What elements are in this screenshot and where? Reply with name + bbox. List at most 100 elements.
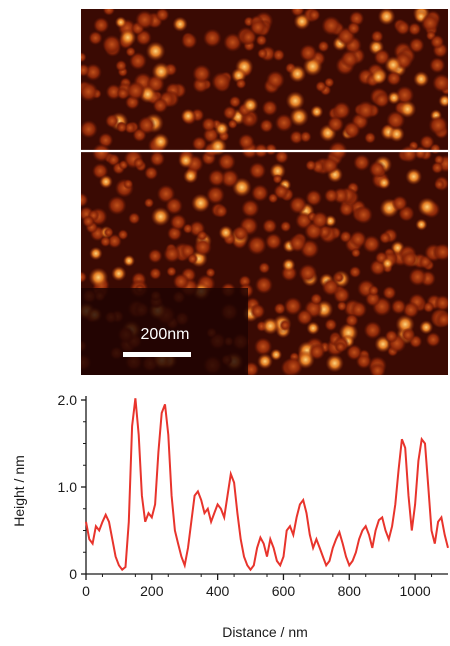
height-profile-chart: 0 1.0 2.0 0 200 400 600 800 1000 Height / nm Di… <box>0 382 450 641</box>
afm-grain <box>340 49 360 69</box>
y-axis-label: Height / nm <box>11 455 27 527</box>
afm-grain <box>413 71 430 88</box>
afm-grain <box>356 100 376 121</box>
afm-grain <box>310 293 323 306</box>
afm-grain <box>144 166 159 181</box>
afm-grain <box>105 113 120 129</box>
afm-grain <box>339 230 353 244</box>
afm-grain <box>257 48 268 59</box>
afm-grain <box>265 70 285 90</box>
afm-grain <box>429 143 441 155</box>
afm-grain <box>324 318 338 332</box>
afm-grain <box>311 211 329 230</box>
afm-grain <box>429 57 446 74</box>
afm-grain <box>81 63 90 77</box>
afm-grain <box>81 81 99 102</box>
afm-grain <box>415 218 428 231</box>
afm-grain <box>155 9 170 22</box>
afm-grain <box>81 192 89 208</box>
afm-grain <box>298 263 318 283</box>
afm-grain <box>270 348 283 361</box>
afm-grain <box>272 48 285 62</box>
afm-grain <box>343 121 361 139</box>
afm-grain <box>350 301 368 319</box>
afm-grain <box>128 212 141 225</box>
afm-grain <box>220 169 240 188</box>
afm-grain <box>102 34 122 55</box>
afm-grain <box>305 189 323 207</box>
afm-grain <box>422 301 435 313</box>
afm-grain <box>114 16 127 29</box>
afm-grain <box>99 174 113 189</box>
afm-grain <box>196 230 208 242</box>
afm-grain <box>370 30 384 43</box>
y-axis: 0 1.0 2.0 <box>58 392 87 582</box>
afm-grain <box>354 205 373 225</box>
afm-grain <box>269 162 286 180</box>
afm-grain <box>107 195 127 216</box>
afm-grain <box>324 188 339 203</box>
afm-grain <box>102 9 116 16</box>
afm-grain <box>214 121 230 137</box>
afm-grain <box>434 294 448 312</box>
afm-grain <box>165 197 183 215</box>
afm-grain <box>81 120 98 139</box>
afm-grain <box>391 195 408 212</box>
afm-grain <box>310 105 324 119</box>
afm-grain <box>289 107 309 127</box>
afm-grain <box>235 78 247 90</box>
afm-grain <box>364 131 376 144</box>
afm-grain <box>123 179 134 190</box>
afm-grain <box>402 301 420 319</box>
x-tick-label: 200 <box>140 583 164 599</box>
afm-grain <box>373 91 390 108</box>
afm-grain <box>201 117 217 133</box>
afm-grain <box>283 296 303 316</box>
afm-grain <box>299 130 312 143</box>
afm-grain <box>81 52 87 63</box>
afm-grain <box>381 257 394 270</box>
afm-grain <box>407 22 422 36</box>
afm-grain <box>191 136 207 152</box>
afm-grain <box>82 215 95 228</box>
afm-grain <box>273 302 286 315</box>
afm-grain <box>272 174 283 184</box>
afm-grain <box>431 161 444 174</box>
afm-grain <box>408 267 427 287</box>
afm-grain <box>238 133 255 151</box>
x-axis-label: Distance / nm <box>222 624 308 640</box>
afm-grain <box>379 231 392 244</box>
y-tick-label: 0 <box>69 566 77 582</box>
afm-grain <box>258 262 271 274</box>
afm-grain <box>417 197 437 217</box>
afm-grain <box>107 233 122 249</box>
afm-grain <box>327 115 344 133</box>
x-axis: 0 200 400 600 800 1000 <box>82 573 448 599</box>
afm-grain <box>384 329 399 344</box>
x-tick-label: 800 <box>338 583 362 599</box>
afm-grain <box>172 16 188 32</box>
afm-grain <box>386 70 402 86</box>
afm-grain <box>214 204 228 218</box>
afm-grain <box>251 184 269 202</box>
afm-grain <box>388 126 405 143</box>
afm-grain <box>369 362 386 375</box>
afm-grain <box>288 195 308 215</box>
afm-grain <box>400 145 418 163</box>
afm-grain <box>255 34 268 47</box>
afm-grain <box>288 64 307 83</box>
afm-grain <box>217 152 236 171</box>
afm-grain <box>193 238 212 257</box>
afm-grain <box>145 41 166 62</box>
afm-grain <box>208 137 228 156</box>
afm-grain <box>88 267 109 288</box>
afm-grain <box>274 149 289 164</box>
afm-grain <box>172 273 190 290</box>
afm-grain <box>432 73 448 93</box>
afm-grain <box>336 300 348 312</box>
afm-grain <box>405 168 423 186</box>
afm-grain <box>324 77 335 88</box>
afm-grain <box>296 308 313 326</box>
afm-grains <box>81 9 448 375</box>
afm-grain <box>91 143 111 163</box>
